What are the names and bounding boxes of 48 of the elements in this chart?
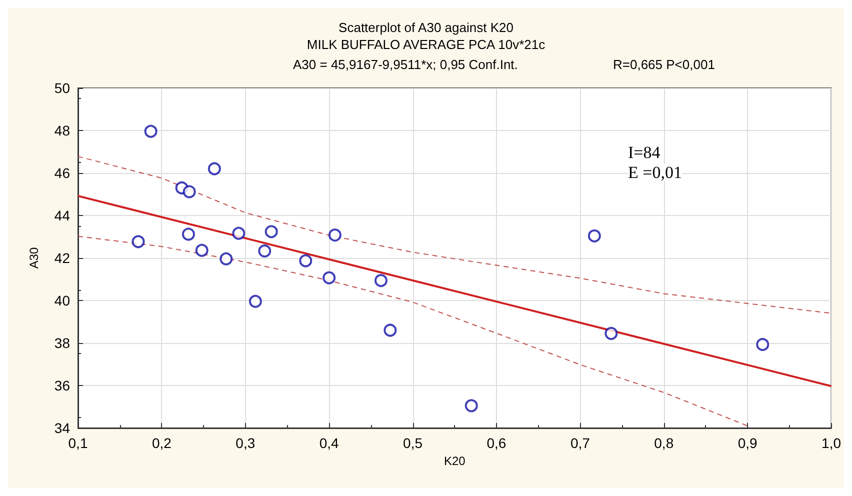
point (182, 185, 196, 198)
y-axis-title: A30 (27, 247, 41, 269)
point (258, 244, 272, 258)
x-tick-label: 0,5 (403, 435, 423, 451)
point (464, 399, 478, 412)
x-tick-label: 0,8 (654, 435, 674, 451)
y-tick-label: 44 (54, 208, 70, 224)
point (299, 254, 312, 268)
y-tick-label: 46 (54, 165, 70, 181)
y-tick-label: 40 (54, 292, 70, 308)
chart-subtitle: MILK BUFFALO AVERAGE PCA 10v*21c (306, 37, 546, 52)
x-tick-label: 1,0 (822, 435, 842, 451)
annotation: E =0,01 (628, 163, 682, 182)
x-tick-label: 0,3 (236, 435, 256, 451)
text: A30 = 45,9167-9,9511*x; 0,95 Conf.Int. (293, 57, 518, 72)
line-series (78, 236, 748, 426)
y-tick-label: 38 (54, 335, 70, 351)
point (374, 274, 388, 288)
x-tick-label: 0,6 (486, 435, 506, 451)
point (232, 226, 246, 240)
point (264, 225, 278, 238)
point (195, 244, 208, 257)
text: R=0,665 P<0,001 (613, 57, 715, 72)
y-tick-label: 34 (54, 420, 70, 436)
x-tick-label: 0,4 (319, 435, 340, 451)
y-tick-label: 48 (54, 122, 70, 138)
point (328, 228, 342, 242)
x-tick-label: 0,1 (68, 435, 88, 451)
annotation: I=84 (628, 143, 661, 162)
y-tick-label: 42 (54, 250, 70, 266)
x-axis-title: K20 (444, 454, 466, 468)
point (132, 235, 145, 248)
point (208, 162, 221, 176)
point (756, 338, 770, 351)
point (144, 124, 158, 138)
y-tick-label: 50 (54, 80, 70, 96)
x-tick-label: 0,9 (738, 435, 758, 451)
point (604, 326, 618, 340)
point (588, 229, 601, 242)
x-tick-label: 0,7 (570, 435, 590, 451)
point (248, 294, 262, 308)
chart-title: Scatterplot of A30 against K20 (338, 20, 514, 35)
point (182, 228, 195, 241)
y-tick-label: 36 (54, 378, 70, 394)
point (322, 271, 336, 284)
point (384, 324, 397, 337)
point (220, 252, 233, 266)
x-tick-label: 0,2 (152, 435, 172, 451)
